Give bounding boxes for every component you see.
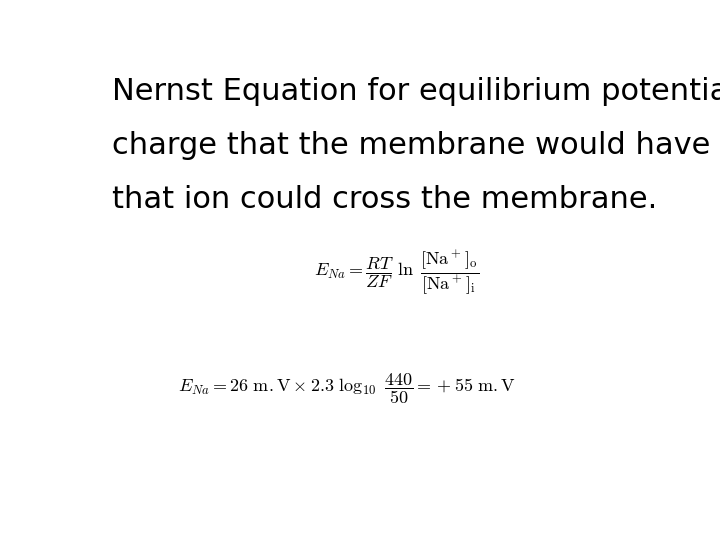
- Text: $E_{\mathit{Na}} = 26\ \mathrm{m.V} \times 2.3\ \log_{10}\ \dfrac{440}{50} = +55: $E_{\mathit{Na}} = 26\ \mathrm{m.V} \tim…: [178, 372, 516, 407]
- Text: Nernst Equation for equilibrium potential: the: Nernst Equation for equilibrium potentia…: [112, 77, 720, 106]
- Text: $E_{\mathit{Na}} = \dfrac{\mathit{RT}}{\mathit{ZF}}\ \ln\ \dfrac{[\mathrm{Na}^+]: $E_{\mathit{Na}} = \dfrac{\mathit{RT}}{\…: [314, 248, 480, 297]
- Text: charge that the membrane would have if only: charge that the membrane would have if o…: [112, 131, 720, 160]
- Text: that ion could cross the membrane.: that ion could cross the membrane.: [112, 185, 657, 214]
